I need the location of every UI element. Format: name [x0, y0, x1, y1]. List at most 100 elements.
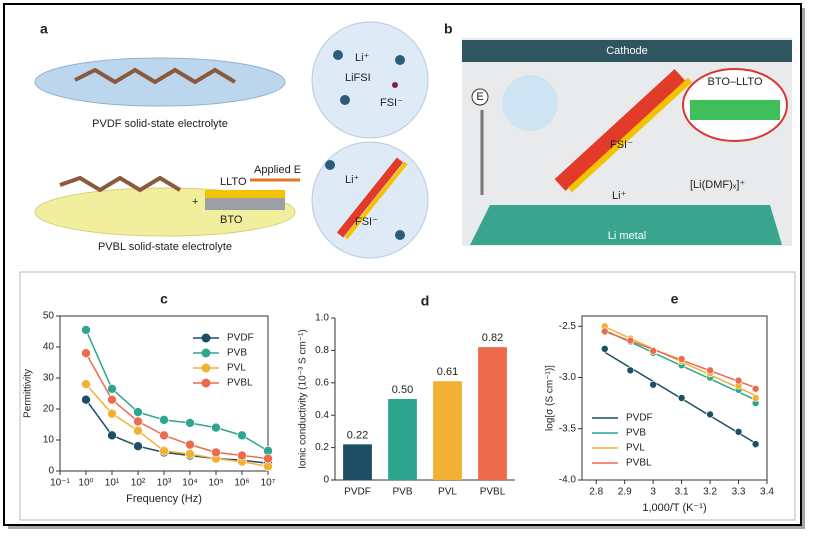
- ion: [340, 95, 350, 105]
- marker: [237, 450, 247, 461]
- label: FSI⁻: [610, 139, 633, 151]
- x-tick-label: 2.8: [589, 487, 603, 498]
- marker: [185, 418, 195, 428]
- panel-letter: a: [40, 21, 48, 37]
- label: [Li(DMF)ₓ]⁺: [690, 179, 745, 191]
- y-tick-label: 0: [323, 475, 329, 486]
- chart: d 0 0.2 0.4 0.6 0.8 1.0 Ionic conductivity (10⁻…: [298, 293, 515, 498]
- legend-label: PVBL: [227, 378, 253, 389]
- y-tick-label: 20: [43, 404, 55, 415]
- x-tick-label: 10¹: [105, 478, 120, 489]
- legend-label: PVDF: [626, 413, 653, 424]
- legend-label: PVDF: [227, 333, 254, 344]
- x-tick-label: PVDF: [344, 487, 371, 498]
- marker: [600, 344, 609, 353]
- marker: [751, 394, 760, 402]
- label: BTO: [220, 214, 243, 226]
- y-axis-title: log[σ (S cm⁻¹)]: [545, 365, 556, 431]
- marker: [734, 376, 743, 385]
- marker: [185, 449, 195, 459]
- y-tick-label: -3.0: [559, 372, 577, 383]
- x-tick-label: 3.3: [732, 487, 746, 498]
- y-tick-label: 30: [43, 373, 55, 384]
- marker: [706, 410, 714, 419]
- marker: [133, 425, 143, 436]
- value-label: 0.22: [347, 429, 368, 441]
- marker: [81, 348, 91, 359]
- legend-marker: [201, 348, 211, 358]
- legend-label: PVL: [227, 363, 246, 374]
- chart: c 0 10 20 30 40 50 10⁻¹ 10⁰ 10¹ 10² 10³ 10⁴ 10⁵ 10⁶ 10⁷…: [23, 291, 276, 505]
- value-label: 0.50: [392, 384, 413, 396]
- x-axis-title: Frequency (Hz): [126, 493, 202, 505]
- x-tick-label: 10⁰: [78, 478, 93, 489]
- x-tick-label: 3: [650, 487, 656, 498]
- x-tick-label: PVBL: [480, 487, 506, 498]
- chart: e -4.0 -3.5 -3.0 -2.5 2.8 2.9 3 3.1 3.2 3.3 3.4 1,00…: [545, 291, 775, 514]
- marker: [185, 439, 195, 450]
- caption: PVDF solid-state electrolyte: [92, 118, 228, 130]
- marker: [649, 347, 657, 355]
- x-tick-label: 3.1: [675, 487, 689, 498]
- marker: [706, 366, 714, 375]
- x-axis-title: 1,000/T (K⁻¹): [642, 502, 706, 514]
- marker: [677, 355, 686, 363]
- marker: [751, 384, 760, 393]
- marker: [133, 416, 143, 427]
- marker: [133, 441, 143, 452]
- filler: [567, 77, 693, 193]
- marker: [107, 384, 117, 394]
- legend-label: PVB: [626, 428, 646, 439]
- x-tick-label: 2.9: [618, 487, 632, 498]
- legend-label: PVBL: [626, 458, 652, 469]
- label: LLTO: [220, 176, 247, 188]
- x-tick-label: PVB: [392, 487, 412, 498]
- legend-marker: [201, 378, 211, 388]
- marker: [626, 366, 635, 375]
- y-tick-label: 10: [43, 435, 55, 446]
- marker: [107, 408, 117, 419]
- value-label: 0.61: [437, 366, 458, 378]
- y-tick-label: -4.0: [559, 475, 577, 486]
- y-tick-label: 0.6: [315, 377, 329, 388]
- panel-a: a PVDF solid-state electrolyte LiFSI Li⁺…: [34, 21, 429, 259]
- label: FSI⁻: [380, 97, 403, 109]
- ion: [392, 82, 398, 88]
- legend-marker: [201, 333, 211, 343]
- label: +: [192, 196, 198, 208]
- filler: [344, 161, 408, 240]
- y-tick-label: 40: [43, 342, 55, 353]
- marker: [133, 407, 143, 417]
- panel-b: b Cathode Li metal E BTO–LLTO FSI⁻ Li⁺ […: [444, 21, 792, 246]
- label: Applied E: [254, 164, 301, 176]
- y-tick-label: 0.4: [315, 410, 329, 421]
- marker: [263, 453, 273, 464]
- label: LiFSI: [345, 72, 371, 84]
- bar: [478, 347, 507, 480]
- chart-box: [19, 271, 796, 521]
- panel-letter: e: [671, 291, 679, 307]
- marker: [751, 440, 760, 448]
- marker: [81, 394, 91, 405]
- marker: [159, 446, 169, 456]
- bar: [343, 444, 372, 480]
- marker: [81, 379, 91, 390]
- x-tick-label: 10³: [157, 478, 172, 489]
- polymer-chain: [74, 67, 237, 85]
- marker: [237, 430, 247, 441]
- polymer-chain: [59, 175, 182, 193]
- marker: [649, 380, 657, 389]
- label: FSI⁻: [355, 216, 378, 228]
- panel-letter: d: [421, 293, 430, 309]
- x-tick-label: 10⁴: [182, 478, 197, 489]
- ion: [333, 50, 343, 60]
- legend-marker: [201, 363, 211, 373]
- panel-letter: c: [160, 291, 168, 307]
- zoom-circle: [502, 75, 558, 131]
- bar: [433, 381, 462, 480]
- marker: [600, 327, 609, 336]
- legend-label: PVB: [227, 348, 247, 359]
- y-tick-label: 0: [48, 466, 54, 477]
- x-tick-label: PVL: [438, 487, 457, 498]
